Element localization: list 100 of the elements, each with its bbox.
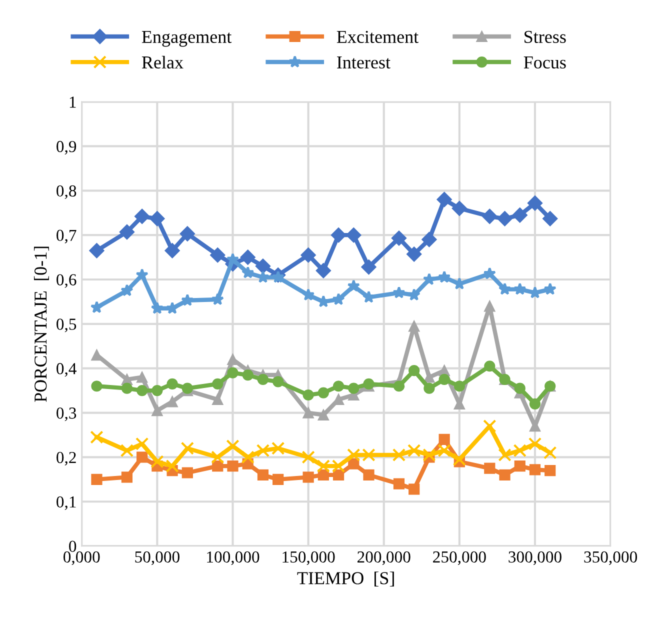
legend-label: Engagement xyxy=(142,30,232,47)
point xyxy=(256,444,270,458)
point xyxy=(528,437,542,450)
point xyxy=(135,437,149,450)
point xyxy=(227,460,238,472)
point xyxy=(210,248,226,263)
point xyxy=(362,290,376,303)
point xyxy=(121,382,133,394)
point xyxy=(226,439,240,453)
point xyxy=(332,380,344,392)
point xyxy=(361,259,376,275)
point xyxy=(211,450,224,464)
point xyxy=(152,385,163,396)
point xyxy=(407,444,421,458)
point xyxy=(272,376,284,388)
point xyxy=(332,292,345,306)
y-tick-label: 0,8 xyxy=(56,185,76,199)
point xyxy=(422,448,436,462)
point xyxy=(318,469,329,481)
point xyxy=(90,430,104,444)
point xyxy=(166,396,178,408)
y-axis-title: PORCENTAJE [0-1] xyxy=(34,246,49,402)
point xyxy=(164,243,180,258)
legend-label: Focus xyxy=(524,56,566,69)
point xyxy=(271,442,285,455)
point xyxy=(302,450,315,464)
point xyxy=(136,385,148,396)
point xyxy=(514,382,526,394)
point xyxy=(166,378,178,390)
point xyxy=(257,469,269,481)
point xyxy=(212,378,224,390)
point xyxy=(483,420,496,433)
point xyxy=(302,288,315,301)
point xyxy=(136,268,148,281)
point xyxy=(120,284,134,296)
point xyxy=(497,211,512,226)
point xyxy=(484,462,496,474)
point xyxy=(544,446,557,460)
point xyxy=(512,208,528,223)
point xyxy=(136,452,148,463)
point xyxy=(181,294,194,306)
point xyxy=(406,246,422,262)
point xyxy=(484,300,496,312)
point xyxy=(272,474,284,485)
x-tick-label: 300,000 xyxy=(508,551,562,566)
point xyxy=(392,448,406,462)
point xyxy=(438,444,451,458)
point xyxy=(91,380,102,392)
y-tick-label: 0,1 xyxy=(56,496,76,510)
point xyxy=(318,409,329,421)
point xyxy=(346,228,362,243)
point xyxy=(452,452,466,466)
point xyxy=(529,420,541,432)
point xyxy=(227,354,238,366)
point xyxy=(454,380,465,392)
point xyxy=(514,460,526,472)
x-tick-label: 200,000 xyxy=(358,551,410,566)
point xyxy=(240,250,256,265)
point xyxy=(119,224,135,240)
x-tick-label: 100,000 xyxy=(207,551,260,566)
point xyxy=(529,464,541,476)
point xyxy=(242,369,254,381)
point xyxy=(257,374,269,386)
y-tick-label: 0,5 xyxy=(56,318,76,332)
point xyxy=(91,474,102,485)
point xyxy=(166,459,179,473)
point xyxy=(542,211,558,226)
point xyxy=(347,280,360,292)
point xyxy=(121,472,133,483)
point xyxy=(498,448,512,462)
point xyxy=(302,472,314,483)
point xyxy=(544,282,556,295)
point xyxy=(180,442,194,455)
point xyxy=(363,378,374,390)
point xyxy=(302,389,314,401)
legend-label: Interest xyxy=(337,56,390,69)
point xyxy=(302,407,314,418)
point xyxy=(452,200,467,216)
point xyxy=(166,302,179,314)
point xyxy=(454,398,465,410)
point xyxy=(348,458,360,470)
point xyxy=(514,282,526,295)
legend-label: Relax xyxy=(142,56,184,69)
point xyxy=(391,230,407,246)
point xyxy=(150,455,164,468)
x-tick-label: 150,000 xyxy=(282,551,335,566)
y-tick-label: 1 xyxy=(70,96,76,108)
point xyxy=(393,380,405,392)
point xyxy=(120,444,134,458)
point xyxy=(393,478,405,490)
point xyxy=(424,372,435,383)
point xyxy=(255,258,271,274)
y-tick-label: 0,2 xyxy=(56,452,76,466)
x-tick-label: 250,000 xyxy=(433,551,486,566)
point xyxy=(424,382,435,394)
point xyxy=(484,360,496,372)
point xyxy=(180,226,195,242)
point xyxy=(150,211,165,226)
point xyxy=(422,272,436,286)
x-tick-label: 0,000 xyxy=(64,551,100,566)
